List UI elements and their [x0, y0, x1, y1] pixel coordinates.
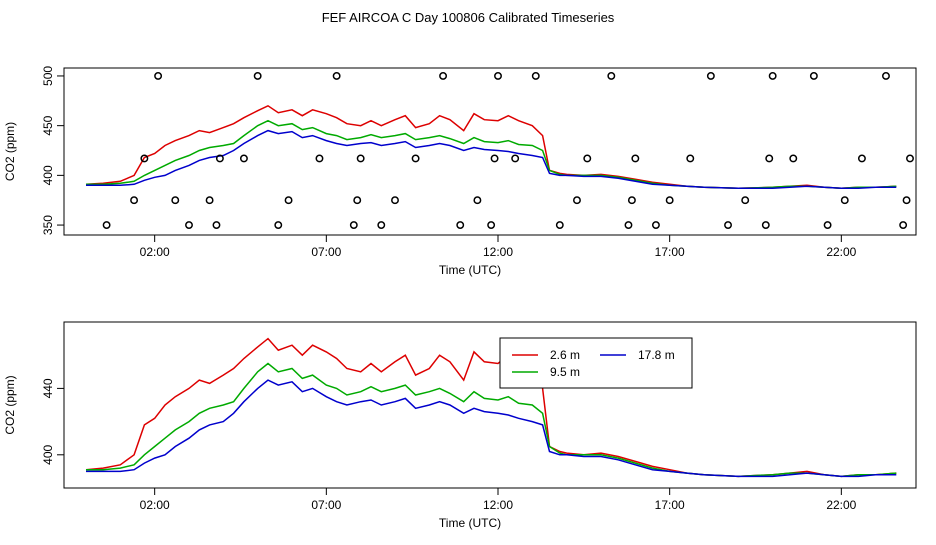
scatter-point [411, 154, 420, 163]
scatter-point [391, 196, 399, 205]
series-line-17-8-m [86, 379, 897, 478]
scatter-point [284, 196, 293, 205]
scatter-point [212, 221, 221, 230]
scatter-point [356, 154, 365, 163]
scatter-point [353, 196, 362, 205]
scatter-point [130, 196, 139, 205]
scatter-point [171, 196, 180, 205]
x-axis-title: Time (UTC) [439, 516, 501, 530]
scatter-point [154, 72, 163, 80]
scatter-point [456, 221, 465, 230]
scatter-point [789, 154, 798, 163]
scatter-point [765, 154, 774, 163]
series-line-9-5-m [86, 362, 897, 478]
scatter-point [902, 196, 911, 205]
legend: 2.6 m 9.5 m 17.8 m [499, 337, 693, 389]
x-tick-label: 22:00 [826, 498, 856, 512]
scatter-point [511, 154, 520, 163]
scatter-point [624, 221, 633, 230]
x-tick-label: 12:00 [483, 498, 513, 512]
series-line-17-8-m [86, 129, 897, 190]
y-tick-label: 440 [41, 378, 55, 398]
scatter-point [377, 221, 386, 230]
scatter-point [899, 221, 908, 230]
series-line-9-5-m [86, 119, 897, 190]
scatter-point [823, 221, 832, 230]
scatter-point [768, 72, 777, 80]
scatter-point [102, 221, 111, 230]
scatter-point [686, 154, 695, 163]
y-tick-label: 400 [41, 444, 55, 464]
scatter-point [857, 154, 866, 163]
chart-title: FEF AIRCOA C Day 100806 Calibrated Times… [322, 10, 615, 25]
y-tick-label: 500 [41, 66, 55, 86]
scatter-point [555, 221, 564, 230]
scatter-point [627, 196, 636, 205]
legend-label: 9.5 m [550, 365, 580, 379]
y-axis-title: CO2 (ppm) [3, 122, 17, 181]
scatter-point [809, 72, 818, 80]
scatter-point [724, 221, 732, 230]
scatter-point [473, 196, 482, 205]
scatter-point [741, 196, 750, 205]
scatter-point [205, 196, 214, 205]
legend-label: 17.8 m [638, 348, 675, 362]
scatter-point [253, 72, 262, 80]
scatter-point [494, 72, 502, 80]
series-line-2-6-m [85, 104, 897, 190]
scatter-point [882, 72, 890, 80]
y-tick-label: 450 [41, 115, 55, 135]
scatter-point [706, 72, 715, 80]
series-line-2-6-m [85, 337, 897, 478]
scatter-point [906, 154, 914, 163]
y-tick-label: 400 [41, 165, 55, 185]
scatter-point [185, 221, 193, 230]
scatter-point [840, 196, 849, 205]
legend-box [499, 337, 693, 389]
y-axis-title: CO2 (ppm) [3, 375, 17, 434]
scatter-point [490, 154, 499, 163]
scatter-point [665, 196, 674, 205]
x-tick-label: 02:00 [140, 245, 170, 259]
scatter-point [215, 154, 224, 163]
scatter-point [274, 221, 283, 230]
scatter-point [140, 154, 149, 163]
scatter-point [531, 72, 540, 80]
scatter-point [651, 221, 660, 230]
x-tick-label: 22:00 [826, 245, 856, 259]
legend-label: 2.6 m [550, 348, 580, 362]
scatter-point [761, 221, 770, 230]
scatter-point [487, 221, 496, 230]
scatter-point [573, 196, 581, 205]
scatter-point [439, 72, 448, 80]
plot-frame [63, 321, 917, 489]
x-axis-title: Time (UTC) [439, 263, 501, 277]
upper-panel: 02:00 07:00 12:00 17:00 22:00 350 400 450 500 Tim… [3, 66, 917, 277]
x-tick-label: 02:00 [140, 498, 170, 512]
x-tick-label: 17:00 [655, 498, 685, 512]
scatter-point [239, 154, 248, 163]
x-tick-label: 07:00 [311, 498, 341, 512]
scatter-point [631, 154, 640, 163]
x-tick-label: 17:00 [655, 245, 685, 259]
scatter-point [332, 72, 341, 80]
scatter-point [315, 154, 324, 163]
x-tick-label: 07:00 [311, 245, 341, 259]
scatter-point [583, 154, 592, 163]
plot-frame [63, 67, 917, 236]
scatter-point [607, 72, 616, 80]
lower-panel: 02:00 07:00 12:00 17:00 22:00 400 440 Time (UTC… [3, 321, 917, 530]
y-tick-label: 350 [41, 215, 55, 235]
scatter-point [349, 221, 358, 230]
x-tick-label: 12:00 [483, 245, 513, 259]
